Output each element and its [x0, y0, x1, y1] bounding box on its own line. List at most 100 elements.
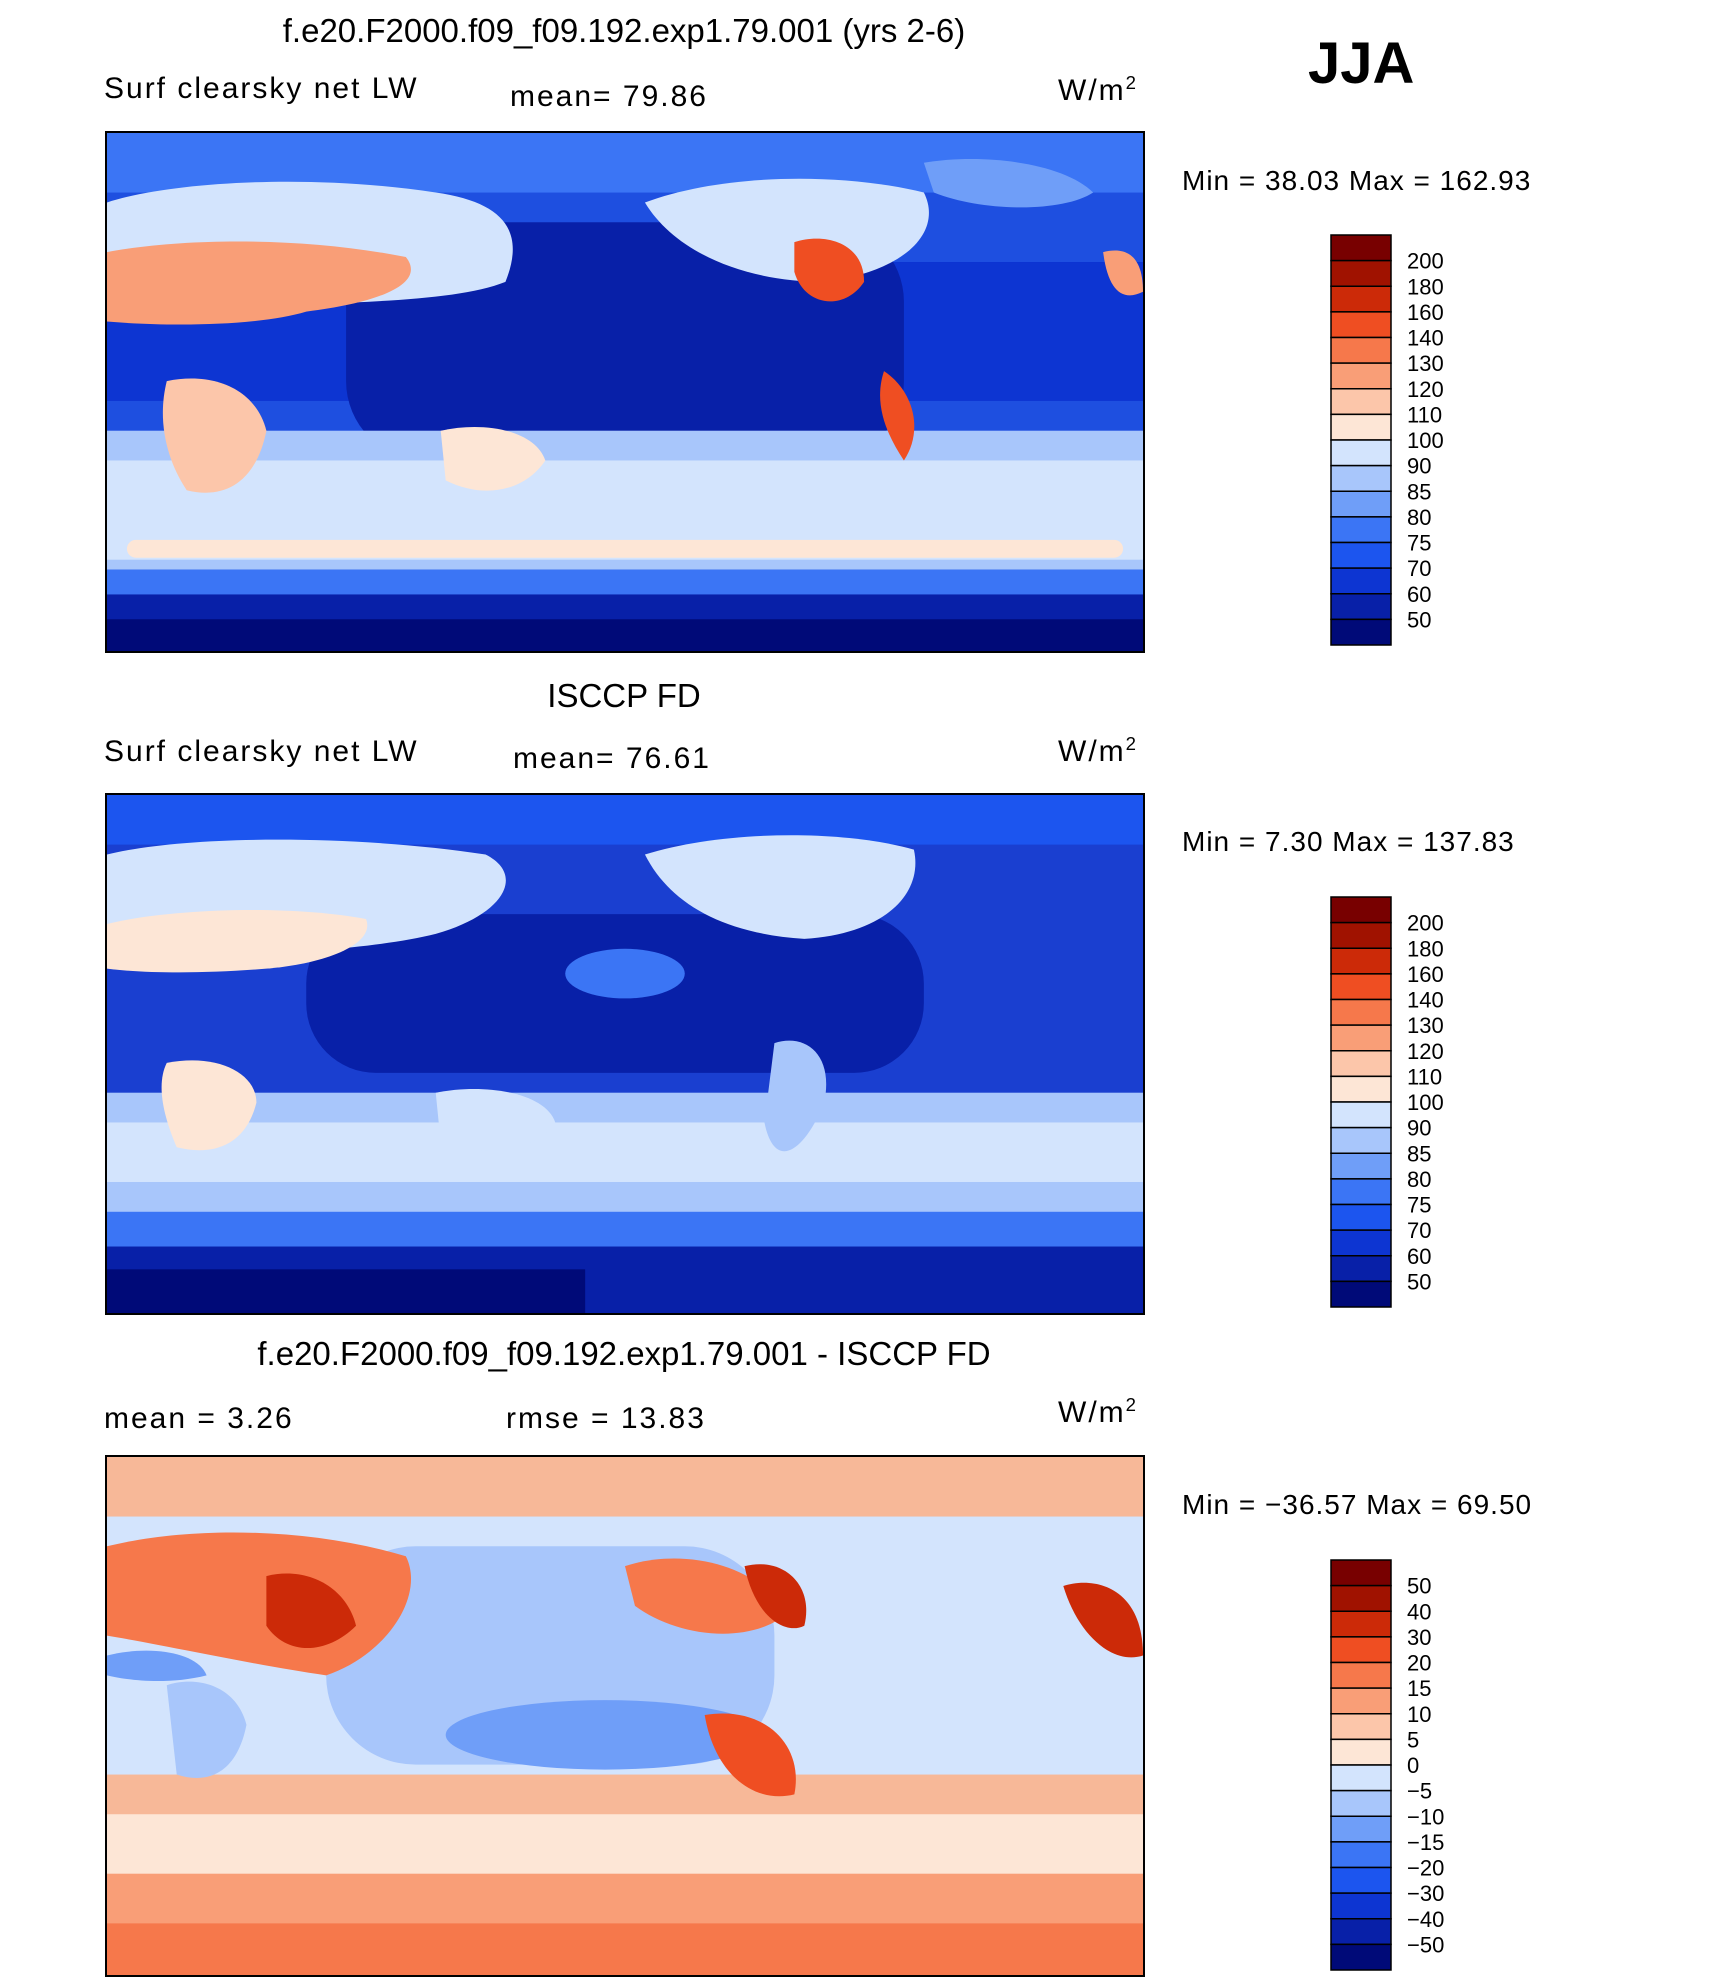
colorbar-tick-label: 50	[1407, 1269, 1431, 1294]
colorbar-tick-label: 140	[1407, 326, 1444, 351]
colorbar-box	[1330, 362, 1392, 390]
colorbar-tick-label: −10	[1407, 1804, 1444, 1829]
panel-1-minmax: Min = 38.03 Max = 162.93	[1182, 165, 1532, 196]
colorbar-box	[1330, 516, 1392, 544]
panel-2-sahara	[107, 910, 368, 973]
panel-2-band	[107, 1122, 1143, 1183]
colorbar-tick-label: 120	[1407, 1039, 1444, 1064]
colorbar-tick-label: 50	[1407, 1574, 1431, 1599]
colorbar-tick-label: 30	[1407, 1625, 1431, 1650]
colorbar-box	[1330, 285, 1392, 313]
colorbar-box	[1330, 1101, 1392, 1129]
colorbar-box	[1330, 593, 1392, 621]
colorbar-box	[1330, 1943, 1392, 1971]
panel-1-greenland	[923, 159, 1094, 208]
colorbar-tick-label: 180	[1407, 274, 1444, 299]
colorbar-box	[1330, 921, 1392, 949]
colorbar-tick-label: −30	[1407, 1881, 1444, 1906]
colorbar-tick-label: 160	[1407, 300, 1444, 325]
colorbar-box	[1330, 1584, 1392, 1612]
colorbar-tick-label: 50	[1407, 607, 1431, 632]
panel-2-variable: Surf clearsky net LW	[104, 735, 419, 768]
colorbar-box	[1330, 1661, 1392, 1689]
panel-1-mean: mean= 79.86	[510, 80, 708, 113]
panel-3-east-atlantic	[1063, 1582, 1143, 1658]
colorbar-box	[1330, 1559, 1392, 1587]
colorbar-tick-label: 100	[1407, 1090, 1444, 1115]
colorbar-box	[1330, 413, 1392, 441]
colorbar-box	[1330, 1764, 1392, 1792]
colorbar-box	[1330, 1280, 1392, 1308]
colorbar-box	[1330, 464, 1392, 492]
colorbar-box	[1330, 1789, 1392, 1817]
colorbar-box	[1330, 336, 1392, 364]
colorbar-box	[1330, 973, 1392, 1001]
colorbar-box	[1330, 234, 1392, 262]
colorbar-tick-label: −50	[1407, 1932, 1444, 1957]
colorbar-tick-label: 110	[1407, 1064, 1442, 1089]
panel-2-units: W/m2	[1058, 733, 1138, 768]
colorbar-box	[1330, 1024, 1392, 1052]
panel-1-north-america	[644, 178, 929, 282]
colorbar-tick-label: 5	[1407, 1727, 1419, 1752]
colorbar-tick-label: 85	[1407, 479, 1431, 504]
colorbar-tick-label: 180	[1407, 936, 1444, 961]
colorbar-box	[1330, 1738, 1392, 1766]
panel-1-colorbar: 200 180 160 140 130 120 110 100 90 85 80 75 70 60 50	[1329, 233, 1529, 648]
panel-2-africa	[161, 1060, 257, 1151]
colorbar-tick-label: 70	[1407, 556, 1431, 581]
panel-3-minmax: Min = −36.57 Max = 69.50	[1182, 1489, 1533, 1520]
colorbar-tick-label: −20	[1407, 1856, 1444, 1881]
panel-3-colorbar: 50 40 30 20 15 10 5 0 −5 −10 −15 −20 −30 −40 −50	[1329, 1558, 1529, 1973]
panel-3-map	[105, 1455, 1145, 1977]
colorbar-box	[1330, 1892, 1392, 1920]
panel-2-band	[107, 1211, 1143, 1252]
panel-1-units: W/m2	[1058, 72, 1138, 107]
panel-2-map	[105, 793, 1145, 1315]
panel-2-minmax: Min = 7.30 Max = 137.83	[1182, 826, 1515, 857]
panel-3-africa	[166, 1681, 247, 1779]
panel-3-west-africa-coast	[107, 1650, 207, 1682]
panel-1-africa	[162, 378, 267, 493]
colorbar-tick-label: 40	[1407, 1599, 1431, 1624]
colorbar-box	[1330, 1152, 1392, 1180]
panel-1-band	[107, 619, 1143, 651]
colorbar-tick-label: 75	[1407, 531, 1431, 556]
colorbar-tick-label: 0	[1407, 1753, 1419, 1778]
colorbar-box	[1330, 541, 1392, 569]
panel-3-band	[107, 1923, 1143, 1975]
panel-1-title: f.e20.F2000.f09_f09.192.exp1.79.001 (yrs…	[282, 12, 966, 49]
panel-2-band	[565, 948, 685, 999]
colorbar-box	[1330, 896, 1392, 924]
colorbar-box	[1330, 618, 1392, 646]
panel-3-mean: mean = 3.26	[104, 1402, 294, 1435]
colorbar-tick-label: 140	[1407, 988, 1444, 1013]
colorbar-tick-label: 70	[1407, 1218, 1431, 1243]
colorbar-box	[1330, 567, 1392, 595]
colorbar-box	[1330, 1713, 1392, 1741]
colorbar-tick-label: 110	[1407, 402, 1442, 427]
colorbar-box	[1330, 947, 1392, 975]
colorbar-box	[1330, 1841, 1392, 1869]
colorbar-box	[1330, 1178, 1392, 1206]
panel-2-australia	[435, 1088, 556, 1151]
colorbar-box	[1330, 1126, 1392, 1154]
panel-2-north-america	[644, 835, 916, 939]
colorbar-box	[1330, 1866, 1392, 1894]
colorbar-box	[1330, 259, 1392, 287]
panel-1-band	[107, 569, 1143, 600]
panel-2-mean: mean= 76.61	[513, 742, 711, 775]
panel-3-central-asia	[266, 1573, 357, 1649]
colorbar-tick-label: 120	[1407, 377, 1444, 402]
colorbar-box	[1330, 439, 1392, 467]
colorbar-box	[1330, 1687, 1392, 1715]
panel-2-south-america	[764, 1040, 827, 1152]
colorbar-tick-label: 200	[1407, 249, 1444, 274]
colorbar-box	[1330, 1918, 1392, 1946]
colorbar-tick-label: 130	[1407, 1013, 1444, 1038]
panel-1-australia	[440, 426, 546, 491]
panel-2-band	[107, 1269, 586, 1313]
panel-3-title: f.e20.F2000.f09_f09.192.exp1.79.001 - IS…	[257, 1335, 991, 1372]
colorbar-tick-label: 85	[1407, 1141, 1431, 1166]
colorbar-box	[1330, 311, 1392, 339]
